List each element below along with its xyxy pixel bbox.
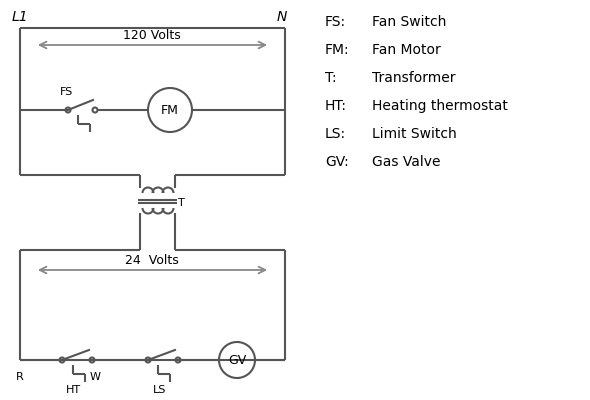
Text: 24  Volts: 24 Volts <box>125 254 179 267</box>
Text: W: W <box>90 372 100 382</box>
Text: Fan Motor: Fan Motor <box>372 43 441 57</box>
Text: Transformer: Transformer <box>372 71 455 85</box>
Text: LS:: LS: <box>325 127 346 141</box>
Text: HT: HT <box>65 385 81 395</box>
Text: GV:: GV: <box>325 155 349 169</box>
Text: FM: FM <box>161 104 179 116</box>
Text: FM:: FM: <box>325 43 350 57</box>
Text: T: T <box>178 198 185 208</box>
Text: LS: LS <box>153 385 167 395</box>
Text: Gas Valve: Gas Valve <box>372 155 441 169</box>
Text: GV: GV <box>228 354 246 366</box>
Text: T:: T: <box>325 71 337 85</box>
Text: Limit Switch: Limit Switch <box>372 127 457 141</box>
Text: Fan Switch: Fan Switch <box>372 15 447 29</box>
Text: L1: L1 <box>12 10 29 24</box>
Text: HT:: HT: <box>325 99 347 113</box>
Text: FS: FS <box>60 87 73 97</box>
Text: R: R <box>16 372 24 382</box>
Text: FS:: FS: <box>325 15 346 29</box>
Text: Heating thermostat: Heating thermostat <box>372 99 508 113</box>
Text: 120 Volts: 120 Volts <box>123 29 181 42</box>
Text: N: N <box>277 10 287 24</box>
